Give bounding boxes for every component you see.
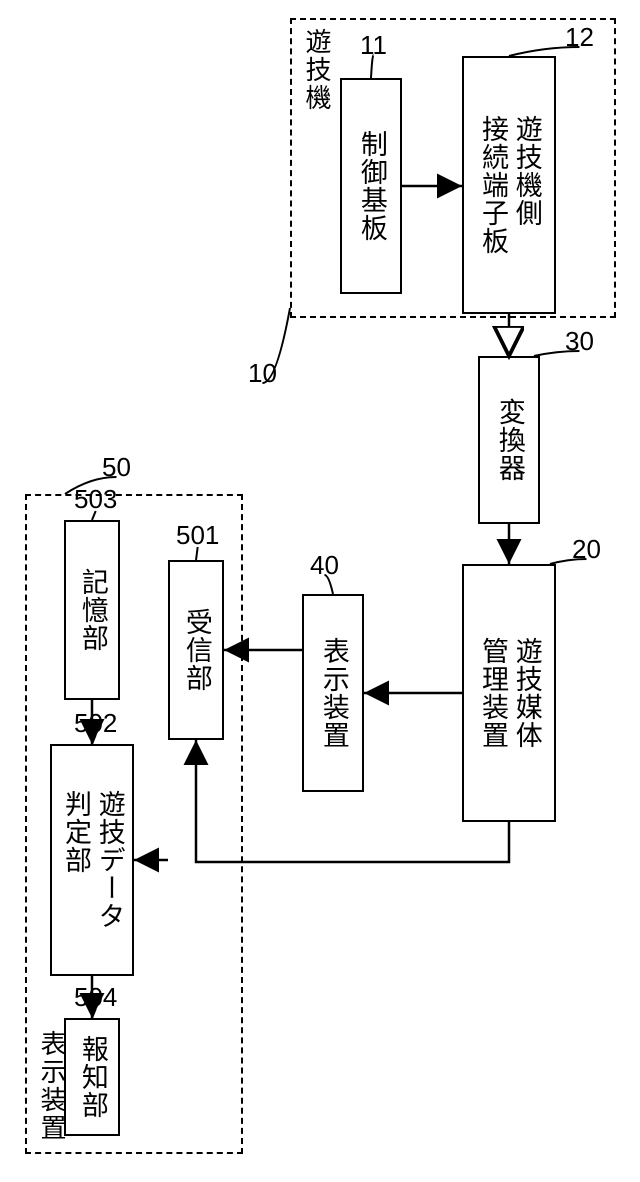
n504: 報知部 — [64, 1018, 120, 1136]
n503: 記憶部 — [64, 520, 120, 700]
n502-text: 遊技データ 判定部 — [58, 790, 126, 930]
n503-text: 記憶部 — [75, 568, 109, 652]
n504-text: 報知部 — [75, 1035, 109, 1119]
ref-20: 20 — [572, 534, 601, 565]
ref-504: 504 — [74, 982, 117, 1013]
ref-12: 12 — [565, 22, 594, 53]
n40: 表示装置 — [302, 594, 364, 792]
ref-30: 30 — [565, 326, 594, 357]
n30: 変換器 — [478, 356, 540, 524]
ref-10: 10 — [248, 358, 277, 389]
ref-50: 50 — [102, 452, 131, 483]
ref-502: 502 — [74, 708, 117, 739]
container-gaming-machine — [290, 18, 616, 318]
n30-text: 変換器 — [492, 398, 526, 482]
n502: 遊技データ 判定部 — [50, 744, 134, 976]
n11: 制御基板 — [340, 78, 402, 294]
n501-text: 受信部 — [179, 608, 213, 692]
n11-text: 制御基板 — [354, 130, 388, 242]
ref-40: 40 — [310, 550, 339, 581]
n12-text: 遊技機側 接続端子板 — [475, 115, 543, 255]
ref-501: 501 — [176, 520, 219, 551]
ref-503: 503 — [74, 484, 117, 515]
ref-11: 11 — [360, 30, 387, 61]
n12: 遊技機側 接続端子板 — [462, 56, 556, 314]
n20-text: 遊技媒体 管理装置 — [475, 637, 543, 749]
container-gaming-machine-label: 遊技機 — [299, 28, 336, 112]
n20: 遊技媒体 管理装置 — [462, 564, 556, 822]
n40-text: 表示装置 — [316, 637, 350, 749]
n501: 受信部 — [168, 560, 224, 740]
